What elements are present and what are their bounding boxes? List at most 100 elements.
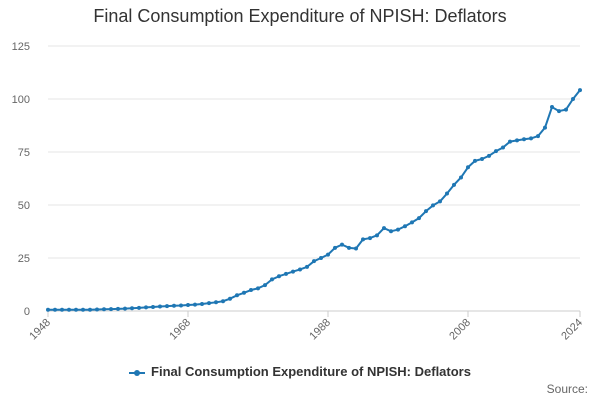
data-point (221, 299, 225, 304)
data-point (116, 306, 120, 311)
data-point (438, 199, 442, 204)
source-label: Source: (546, 382, 588, 396)
data-point (284, 271, 288, 276)
data-point (74, 307, 78, 312)
data-point (578, 88, 582, 93)
data-point (424, 209, 428, 214)
data-point (207, 301, 211, 306)
data-point (389, 229, 393, 234)
chart-title: Final Consumption Expenditure of NPISH: … (93, 6, 507, 26)
data-point (480, 157, 484, 161)
data-point (508, 139, 512, 144)
x-axis-tick-labels: 1948 1968 1988 2008 2024 (27, 317, 585, 343)
data-point (487, 153, 491, 158)
data-point (466, 165, 470, 170)
data-point (529, 136, 533, 141)
y-tick-label: 0 (24, 306, 30, 318)
y-tick-label: 50 (18, 200, 30, 212)
data-point (270, 277, 274, 282)
data-point (557, 109, 561, 114)
data-point (102, 307, 106, 312)
data-point (67, 307, 71, 312)
legend-line-marker-icon (129, 368, 146, 378)
data-point (396, 227, 400, 232)
data-point (522, 137, 526, 142)
data-point (137, 305, 141, 310)
x-tick-label: 2024 (559, 317, 585, 343)
data-point (200, 302, 204, 306)
legend[interactable]: Final Consumption Expenditure of NPISH: … (0, 364, 600, 379)
y-tick-label: 25 (18, 253, 30, 265)
data-point (473, 158, 477, 163)
x-tick-label: 1968 (167, 317, 193, 343)
x-tick-label: 1988 (307, 317, 333, 343)
data-point (305, 264, 309, 269)
data-point (543, 125, 547, 130)
data-point (46, 307, 50, 312)
data-point (214, 300, 218, 305)
data-point (515, 138, 519, 143)
data-point (172, 303, 176, 308)
data-point (109, 307, 113, 312)
data-point (368, 236, 372, 241)
data-point (550, 105, 554, 110)
data-point (326, 252, 330, 257)
legend-label: Final Consumption Expenditure of NPISH: … (151, 364, 471, 379)
data-point (347, 245, 351, 250)
y-axis-tick-labels: 0 25 50 75 100 125 (12, 41, 30, 318)
data-point (165, 304, 169, 309)
data-point (193, 302, 197, 307)
data-point (249, 288, 253, 293)
data-point (564, 107, 568, 112)
data-point (571, 97, 575, 101)
data-point (417, 216, 421, 221)
data-point (445, 191, 449, 196)
y-tick-label: 125 (12, 41, 30, 53)
data-point (536, 134, 540, 139)
data-point (494, 149, 498, 154)
data-point (228, 296, 232, 301)
data-point (312, 259, 316, 264)
data-point (242, 290, 246, 295)
data-point (403, 224, 407, 229)
data-point (123, 306, 127, 311)
data-point (459, 175, 463, 180)
data-point (235, 293, 239, 298)
x-tick-label: 2008 (447, 317, 473, 343)
gridlines (48, 45, 580, 259)
data-point (361, 237, 365, 242)
data-point (88, 307, 92, 312)
data-point (186, 303, 190, 308)
data-point (130, 306, 134, 311)
y-tick-label: 75 (18, 147, 30, 159)
data-point (333, 245, 337, 250)
data-point (410, 220, 414, 225)
series-line (47, 89, 581, 311)
data-point (354, 246, 358, 251)
series-layer (46, 88, 582, 312)
data-point (340, 242, 344, 247)
data-point (151, 304, 155, 309)
data-point (53, 307, 57, 312)
data-point (319, 256, 323, 260)
data-point (144, 305, 148, 310)
data-point (263, 283, 267, 288)
data-point (501, 145, 505, 150)
data-point (382, 226, 386, 231)
data-point (60, 307, 64, 312)
data-point (298, 267, 302, 272)
data-point (256, 286, 260, 291)
data-point (277, 274, 281, 279)
x-axis (47, 310, 581, 317)
data-point (291, 269, 295, 274)
data-point (452, 182, 456, 187)
data-point (158, 304, 162, 309)
data-point (431, 203, 435, 208)
data-point (179, 303, 183, 308)
data-point (81, 307, 85, 312)
data-point (95, 307, 99, 312)
data-point (375, 233, 379, 238)
y-tick-label: 100 (12, 94, 30, 106)
